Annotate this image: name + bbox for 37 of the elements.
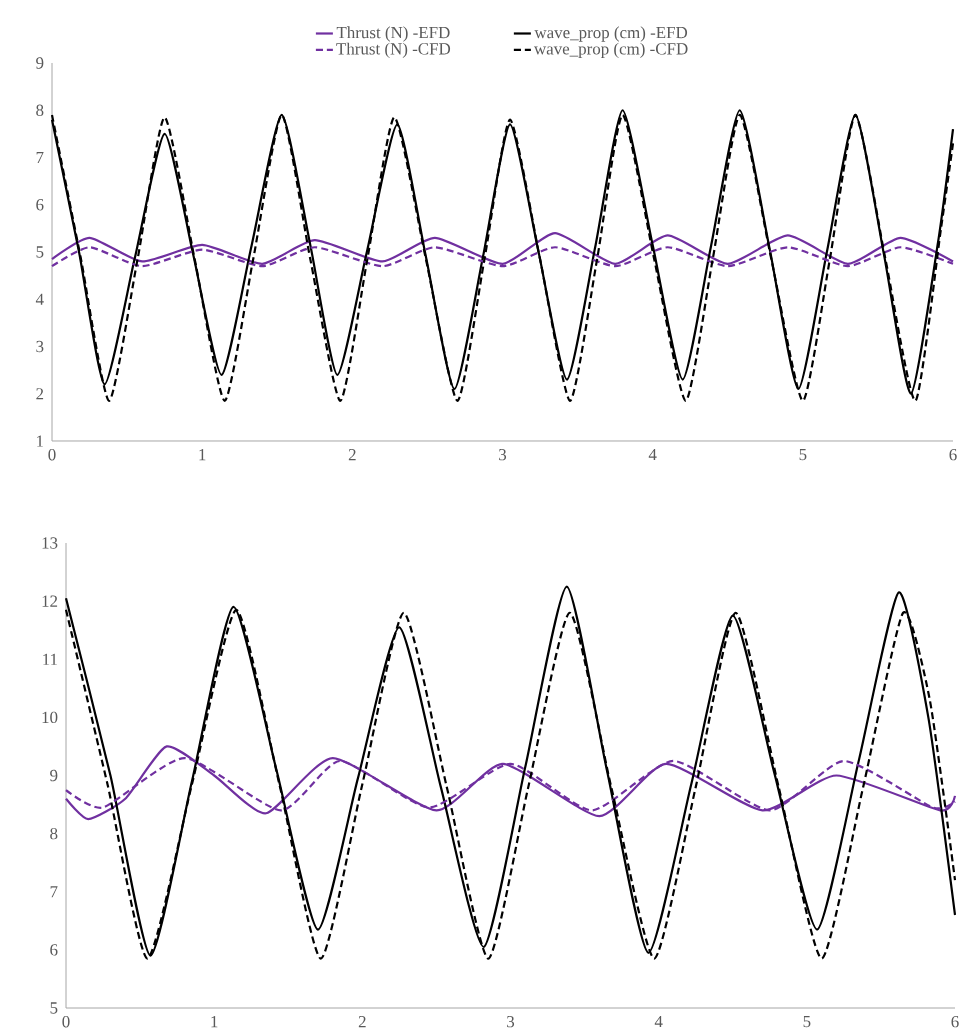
x-tick-label: 1 bbox=[211, 1015, 218, 1028]
y-tick-label: 4 bbox=[35, 293, 44, 305]
x-tick-label: 1 bbox=[199, 448, 206, 461]
x-tick-label: 5 bbox=[799, 448, 807, 461]
y-tick-label: 11 bbox=[43, 653, 58, 665]
x-tick-label: 2 bbox=[358, 1015, 366, 1028]
y-tick-label: 1 bbox=[37, 435, 44, 447]
x-tick-label: 6 bbox=[951, 1015, 959, 1028]
x-tick-label: 0 bbox=[62, 1015, 70, 1028]
legend-label: wave_prop (cm) -CFD bbox=[533, 42, 688, 58]
x-tick-label: 0 bbox=[48, 448, 56, 461]
legend-label: Thrust (N) -CFD bbox=[336, 42, 451, 58]
y-tick-label: 5 bbox=[36, 246, 44, 258]
y-tick-label: 9 bbox=[36, 57, 44, 69]
x-tick-label: 4 bbox=[648, 448, 657, 461]
x-tick-label: 2 bbox=[348, 448, 356, 461]
y-tick-label: 7 bbox=[36, 151, 44, 164]
y-tick-label: 5 bbox=[50, 1002, 58, 1014]
y-tick-label: 3 bbox=[36, 340, 44, 353]
x-tick-label: 6 bbox=[949, 448, 957, 461]
y-tick-label: 13 bbox=[42, 537, 58, 549]
y-tick-label: 6 bbox=[50, 944, 58, 956]
y-tick-label: 7 bbox=[50, 886, 58, 898]
y-tick-label: 6 bbox=[36, 199, 44, 211]
x-tick-label: 3 bbox=[507, 1015, 515, 1028]
legend-label: wave_prop (cm) -EFD bbox=[534, 26, 688, 42]
y-tick-label: 8 bbox=[36, 104, 44, 116]
x-tick-label: 4 bbox=[654, 1015, 663, 1028]
y-tick-label: 2 bbox=[36, 388, 44, 400]
line-series bbox=[64, 745, 957, 821]
legend-label: Thrust (N) -EFD bbox=[336, 26, 450, 42]
x-tick-label: 5 bbox=[803, 1015, 811, 1028]
x-tick-label: 3 bbox=[499, 448, 507, 461]
y-tick-label: 9 bbox=[50, 769, 58, 782]
y-tick-label: 8 bbox=[50, 827, 58, 840]
y-tick-label: 12 bbox=[42, 595, 58, 607]
y-tick-label: 10 bbox=[42, 711, 58, 724]
